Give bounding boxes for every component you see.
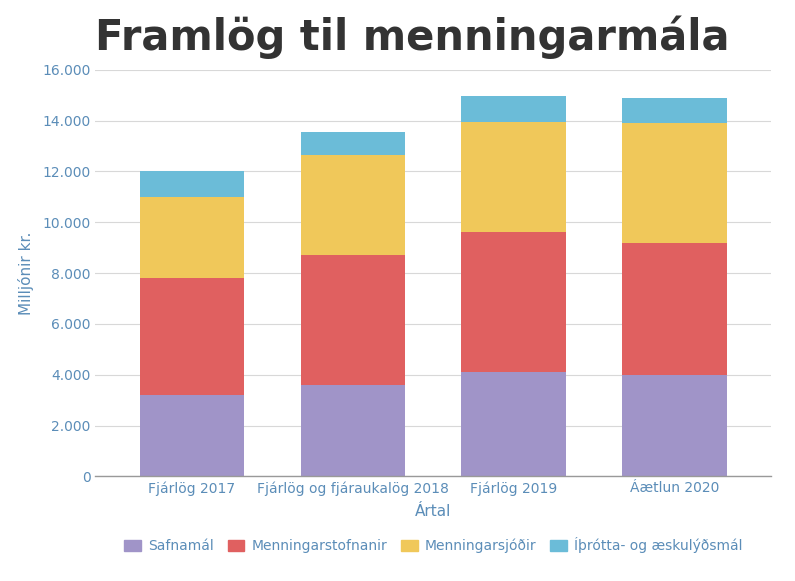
Bar: [461, 232, 566, 372]
Bar: [622, 123, 727, 243]
Bar: [301, 155, 405, 255]
Bar: [140, 395, 244, 476]
Bar: [301, 385, 405, 476]
Bar: [140, 278, 244, 395]
Bar: [301, 132, 405, 155]
Bar: [622, 243, 727, 375]
Bar: [461, 122, 566, 232]
Bar: [461, 372, 566, 476]
Y-axis label: Milljónir kr.: Milljónir kr.: [17, 231, 34, 315]
X-axis label: Ártal: Ártal: [415, 504, 452, 519]
Legend: Safnamál, Menningarstofnanir, Menningarsjóðir, Íþrótta- og æskulýðsmál: Safnamál, Menningarstofnanir, Menningars…: [118, 532, 748, 559]
Bar: [461, 96, 566, 122]
Text: Framlög til menningarmála: Framlög til menningarmála: [95, 16, 730, 59]
Bar: [140, 197, 244, 278]
Bar: [622, 375, 727, 476]
Bar: [301, 255, 405, 385]
Bar: [140, 171, 244, 197]
Bar: [622, 98, 727, 123]
